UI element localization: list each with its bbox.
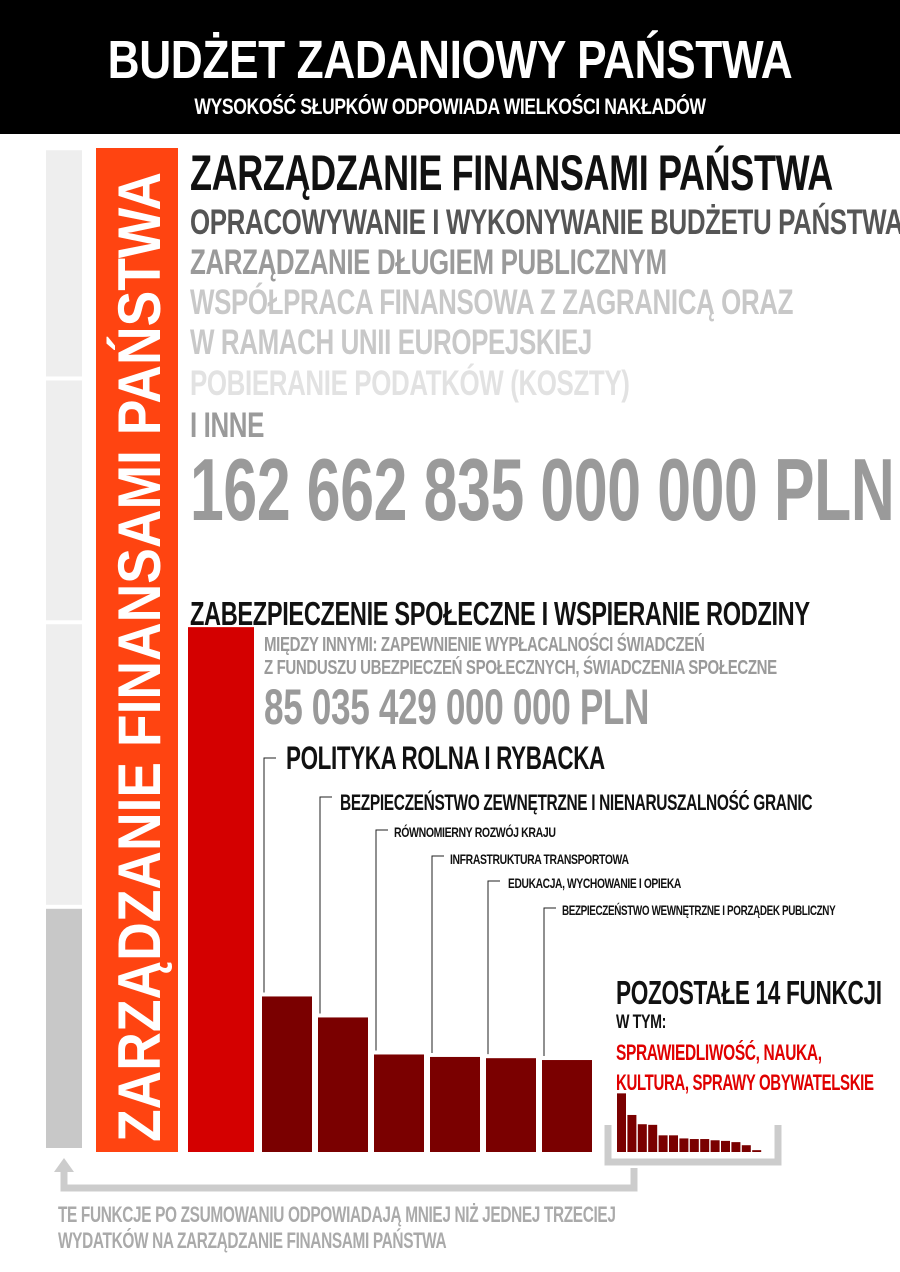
bar-6: [486, 1058, 536, 1152]
remaining-title: POZOSTAŁE 14 FUNKCJI: [616, 974, 882, 1011]
function-label-development: RÓWNOMIERNY ROZWÓJ KRAJU: [394, 824, 556, 840]
remaining-bar-5: [669, 1135, 678, 1152]
finance-bar-label: ZARZĄDZANIE FINANSAMI PAŃSTWA: [106, 172, 173, 1142]
remaining-bar-12: [741, 1145, 751, 1152]
finance-amount: 162 662 835 000 000 PLN: [190, 440, 895, 539]
remaining-bar-3: [648, 1124, 658, 1152]
page-title: BUDŻET ZADANIOWY PAŃSTWA: [107, 30, 793, 90]
function-label-defence: BEZPIECZEŃSTWO ZEWNĘTRZNE I NIENARUSZALN…: [340, 790, 813, 815]
social-desc-line1: MIĘDZY INNYMI: ZAPEWNIENIE WYPŁACALNOŚCI…: [264, 634, 705, 656]
comparison-stack: [46, 150, 82, 1148]
finance-item-debt: ZARZĄDZANIE DŁUGIEM PUBLICZNYM: [190, 243, 667, 282]
social-amount: 85 035 429 000 000 PLN: [264, 679, 650, 735]
function-label-internal-security: BEZPIECZEŃSTWO WEWNĘTRZNE I PORZĄDEK PUB…: [562, 902, 836, 918]
brackets: [54, 1125, 782, 1192]
page-subtitle: WYSOKOŚĆ SŁUPKÓW ODPOWIADA WIELKOŚCI NAK…: [194, 94, 706, 119]
remaining-bar-0: [617, 1093, 626, 1152]
leader-lines: [263, 757, 556, 1057]
finance-item-eu: W RAMACH UNII EUROPEJSKIEJ: [190, 323, 592, 362]
remaining-subtitle: W TYM:: [616, 1012, 666, 1033]
bar-7: [542, 1060, 592, 1152]
remaining-bracket: [604, 1125, 782, 1166]
remaining-red-line2: KULTURA, SPRAWY OBYWATELSKIE: [616, 1070, 874, 1095]
function-bars: [188, 627, 592, 1152]
social-title: ZABEZPIECZENIE SPOŁECZNE I WSPIERANIE RO…: [190, 595, 810, 632]
stack-segment-1: [46, 624, 82, 905]
bar-5: [430, 1056, 480, 1152]
remaining-bar-7: [689, 1139, 699, 1152]
bar-4: [374, 1054, 424, 1152]
footer-line1: TE FUNKCJE PO ZSUMOWANIU ODPOWIADAJĄ MNI…: [58, 1202, 616, 1227]
finance-item-taxes: POBIERANIE PODATKÓW (KOSZTY): [190, 364, 630, 403]
finance-item-budget: OPRACOWYWANIE I WYKONYWANIE BUDŻETU PAŃS…: [190, 203, 900, 242]
leader-line-4: [487, 880, 500, 1055]
finance-item-cooperation: WSPÓŁPRACA FINANSOWA Z ZAGRANICĄ ORAZ: [190, 283, 794, 322]
remaining-bar-11: [731, 1142, 741, 1152]
stack-segment-0: [46, 908, 82, 1148]
bar-1: [188, 627, 254, 1152]
leader-line-2: [375, 829, 388, 1051]
bar-finance: [96, 148, 178, 1152]
footer-line2: WYDATKÓW NA ZARZĄDZANIE FINANSAMI PAŃSTW…: [58, 1228, 447, 1253]
bar-3: [318, 1017, 368, 1152]
remaining-bar-1: [627, 1114, 637, 1152]
remaining-bar-6: [679, 1138, 689, 1152]
leader-line-0: [263, 757, 276, 993]
remaining-red-line1: SPRAWIEDLIWOŚĆ, NAUKA,: [616, 1040, 822, 1065]
function-label-transport: INFRASTRUKTURA TRANSPORTOWA: [450, 851, 629, 867]
remaining-bar-9: [710, 1140, 720, 1152]
bar-2: [262, 996, 312, 1152]
social-desc-line2: Z FUNDUSZU UBEZPIECZEŃ SPOŁECZNYCH, ŚWIA…: [264, 657, 777, 679]
remaining-bar-10: [721, 1140, 730, 1152]
sum-bracket: [60, 1168, 638, 1192]
remaining-bar-4: [658, 1135, 668, 1152]
function-label-agriculture: POLITYKA ROLNA I RYBACKA: [286, 740, 605, 776]
finance-title: ZARZĄDZANIE FINANSAMI PAŃSTWA: [190, 145, 833, 201]
stack-segment-2: [46, 380, 82, 621]
leader-line-3: [431, 855, 444, 1053]
leader-line-1: [319, 796, 332, 1014]
remaining-bar-13: [752, 1150, 762, 1152]
remaining-bar-2: [637, 1124, 647, 1152]
arrow-up-icon: [54, 1158, 74, 1172]
remaining-bars: [617, 1093, 762, 1152]
header: BUDŻET ZADANIOWY PAŃSTWA WYSOKOŚĆ SŁUPKÓ…: [0, 0, 900, 134]
function-label-education: EDUKACJA, WYCHOWANIE I OPIEKA: [508, 875, 681, 891]
finance-item-other: I INNE: [190, 406, 265, 445]
leader-line-5: [543, 907, 556, 1057]
remaining-bar-8: [700, 1139, 710, 1152]
stack-segment-3: [46, 150, 82, 377]
